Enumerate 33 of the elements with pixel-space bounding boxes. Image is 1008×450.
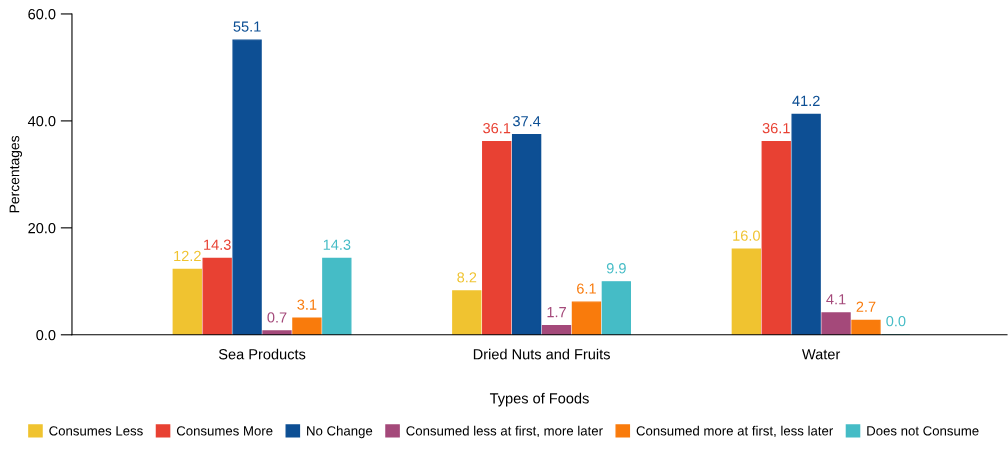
y-tick-label: 40.0 [27,116,56,127]
data-label: 16.0 [733,230,760,241]
data-label: 14.3 [204,239,231,250]
y-tick-label: 60.0 [28,9,56,20]
legend-label: Consumed more at first, less later [636,425,834,438]
x-tick-label: Sea Products [218,348,306,360]
data-label: 0.0 [886,316,906,327]
data-label: 8.2 [457,272,477,283]
data-label: 3.1 [297,299,317,310]
legend-label: Consumed less at first, more later [406,425,603,438]
x-axis-title: Types of Foods [489,392,589,407]
data-label: 1.7 [547,307,566,318]
data-label: 37.4 [512,116,541,127]
x-tick-label: Dried Nuts and Fruits [473,348,610,360]
legend-label: No Change [307,425,373,439]
data-label: 0.7 [267,312,287,323]
legend-label: Consumes More [176,426,273,436]
data-label: 4.1 [826,294,846,305]
data-label: 6.1 [577,283,596,294]
data-label: 2.7 [856,301,876,312]
data-label: 9.9 [606,263,626,274]
x-tick-label: Water [802,349,841,360]
data-label: 36.1 [762,122,790,134]
y-tick-label: 20.0 [28,222,56,234]
data-label: 41.2 [792,95,820,106]
data-label: 14.3 [323,239,351,250]
y-axis-title: Percentages [9,135,23,213]
data-label: 36.1 [483,122,511,134]
legend-label: Does not Consume [867,426,979,436]
y-tick-label: 0.0 [36,329,56,341]
legend-label: Consumes Less [49,426,143,436]
data-label: 55.1 [233,21,261,32]
data-label: 12.2 [174,250,201,261]
